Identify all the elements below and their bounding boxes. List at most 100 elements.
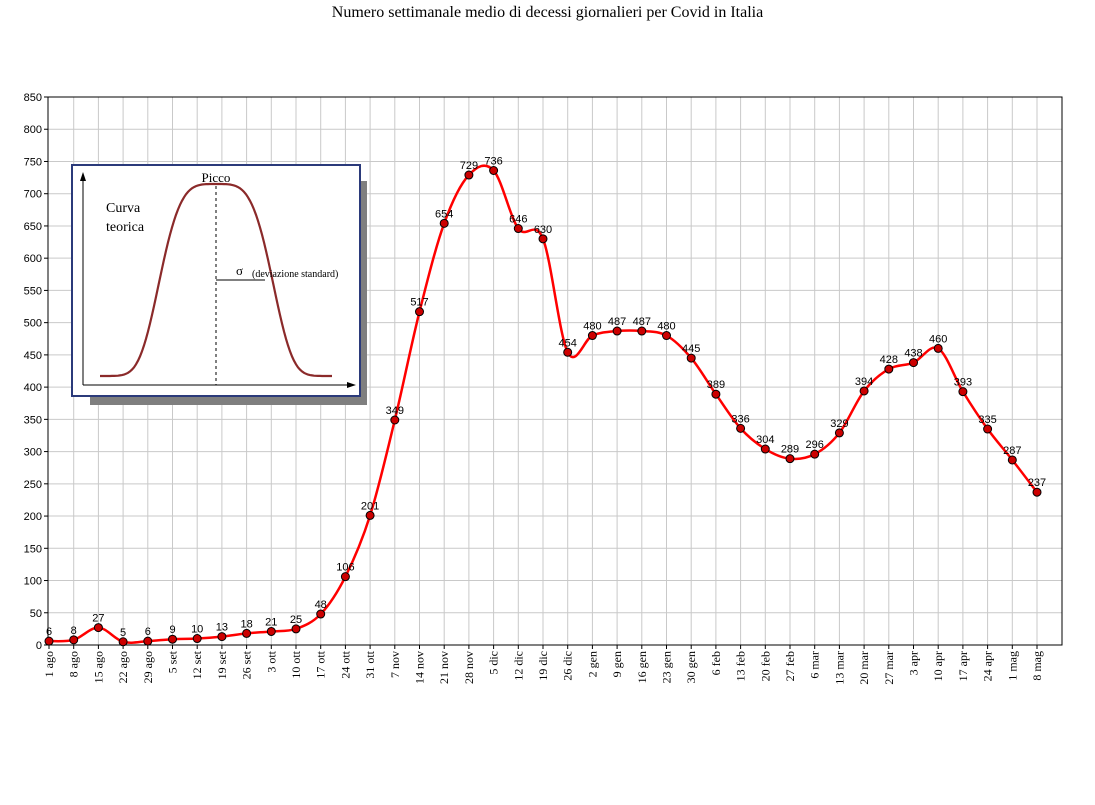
x-tick-label: 9 gen (610, 651, 624, 677)
data-point (118, 637, 128, 647)
inset-x-arrow-icon (347, 382, 356, 388)
data-label: 336 (731, 413, 749, 425)
data-point (143, 636, 153, 646)
data-label: 393 (954, 377, 972, 389)
inset-peak-label: Picco (202, 170, 231, 185)
data-point (686, 353, 696, 363)
x-tick-label: 16 gen (635, 651, 649, 683)
x-tick-label: 5 dic (487, 651, 501, 675)
x-tick-label: 15 ago (91, 651, 105, 683)
data-point (662, 331, 671, 341)
y-tick-label: 100 (24, 576, 42, 588)
data-label: 389 (707, 379, 725, 391)
plot-frame (47, 96, 1063, 646)
data-label: 646 (509, 214, 527, 226)
data-label: 48 (315, 599, 327, 611)
data-label: 27 (92, 613, 104, 625)
data-label: 304 (756, 434, 774, 446)
x-tick-label: 20 mar (857, 651, 871, 685)
x-tick-label: 1 mag (1005, 651, 1019, 681)
data-label: 18 (240, 618, 252, 630)
data-point (365, 510, 375, 520)
data-point (983, 424, 993, 434)
data-point (884, 364, 894, 374)
data-label: 6 (46, 626, 52, 638)
data-label: 454 (559, 337, 577, 349)
y-tick-label: 150 (24, 543, 42, 555)
data-label: 9 (169, 624, 175, 636)
y-tick-label: 400 (24, 382, 42, 394)
y-tick-label: 500 (24, 318, 42, 330)
data-label: 487 (608, 316, 626, 328)
x-tick-label: 6 feb (709, 651, 723, 675)
x-tick-label: 23 gen (660, 651, 674, 683)
x-tick-label: 14 nov (413, 651, 427, 684)
data-label: 630 (534, 224, 552, 236)
inset-curve-label-1: Curva (106, 201, 141, 216)
x-tick-label: 28 nov (462, 651, 476, 684)
y-tick-label: 850 (24, 92, 42, 104)
x-tick-label: 13 mar (832, 651, 846, 685)
x-tick-label: 10 apr (931, 651, 945, 681)
data-point (637, 326, 647, 336)
data-label: 460 (929, 333, 947, 345)
data-point (168, 634, 177, 644)
data-point (612, 326, 622, 336)
data-label: 729 (460, 160, 478, 172)
data-label: 654 (435, 208, 453, 220)
x-tick-label: 21 nov (437, 651, 451, 684)
x-tick-label: 17 apr (956, 651, 970, 681)
data-point (464, 170, 474, 180)
data-label: 8 (71, 625, 77, 637)
inset-sigma-symbol: σ (236, 263, 243, 278)
x-tick-label: 26 set (240, 650, 254, 679)
data-label: 394 (855, 376, 873, 388)
x-tick-label: 24 ott (338, 650, 352, 678)
inset-theoretical-curve: Picco Curva teorica σ (deviazione standa… (71, 164, 367, 405)
x-tick-label: 6 mar (808, 651, 822, 679)
data-point (834, 428, 844, 438)
data-label: 25 (290, 614, 302, 626)
x-tick-label: 29 ago (141, 651, 155, 683)
inset-y-arrow-icon (80, 172, 86, 181)
x-tick-label: 19 dic (536, 651, 550, 681)
data-point (69, 635, 79, 645)
data-label: 349 (386, 405, 404, 417)
y-tick-label: 200 (24, 511, 42, 523)
data-point (217, 632, 227, 642)
x-tick-label: 7 nov (388, 651, 402, 678)
data-labels: 6 8 27 5 6 9 10 13 18 21 25 48 106 201 349 517 654 729 736… (46, 155, 1046, 638)
data-label: 237 (1028, 477, 1046, 489)
data-label: 480 (657, 321, 675, 333)
data-point (242, 628, 252, 638)
x-axis: 1 ago 8 ago 15 ago 22 ago 29 ago 5 set 12 set 1… (42, 645, 1044, 685)
data-label: 106 (336, 562, 354, 574)
data-markers (44, 165, 1042, 647)
data-label: 445 (682, 343, 700, 355)
y-tick-label: 0 (36, 640, 42, 652)
x-tick-label: 19 set (215, 650, 229, 679)
data-label: 5 (120, 627, 126, 639)
x-tick-label: 22 ago (116, 651, 130, 683)
data-point (587, 331, 597, 341)
x-tick-label: 8 mag (1030, 651, 1044, 681)
data-point (1007, 455, 1017, 465)
data-point (538, 234, 548, 244)
x-tick-label: 10 ott (289, 650, 303, 678)
y-tick-label: 650 (24, 221, 42, 233)
data-point (1032, 487, 1042, 497)
data-point (958, 387, 968, 397)
x-tick-label: 8 ago (67, 651, 81, 677)
data-label: 21 (265, 616, 277, 628)
x-tick-label: 12 set (190, 650, 204, 679)
data-label: 736 (484, 155, 502, 167)
data-point (810, 449, 820, 459)
data-label: 296 (806, 439, 824, 451)
data-point (266, 626, 276, 636)
x-tick-label: 27 feb (783, 651, 797, 681)
x-tick-label: 30 gen (684, 651, 698, 683)
x-tick-label: 5 set (166, 650, 180, 673)
y-tick-label: 800 (24, 124, 42, 136)
data-point (513, 224, 523, 234)
y-tick-label: 600 (24, 253, 42, 265)
